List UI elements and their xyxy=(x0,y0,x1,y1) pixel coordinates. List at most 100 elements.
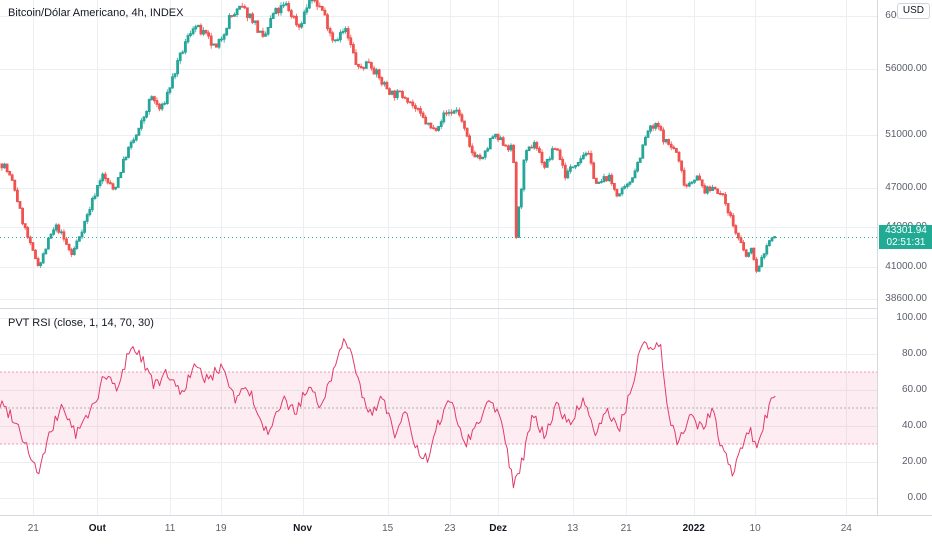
candle-body xyxy=(315,0,319,7)
candle-body xyxy=(576,162,580,166)
candle-body xyxy=(522,159,526,190)
candle-body xyxy=(721,193,725,196)
rsi-indicator-legend[interactable]: PVT RSI (close, 1, 14, 70, 30) xyxy=(8,317,154,329)
candle-body xyxy=(569,166,572,172)
candle-body xyxy=(501,137,505,146)
usd-currency-button[interactable]: USD xyxy=(896,3,930,19)
candle-body xyxy=(313,0,317,2)
candle-body xyxy=(662,129,665,143)
candle-body xyxy=(687,182,691,187)
candle-body xyxy=(171,76,174,89)
candle-body xyxy=(186,35,190,43)
time-axis-label: Nov xyxy=(293,523,313,534)
candle-body xyxy=(716,188,720,194)
candle-body xyxy=(256,20,260,33)
candle-body xyxy=(220,38,223,41)
time-axis-label: 21 xyxy=(27,523,39,534)
candle-body xyxy=(349,37,353,46)
candle-body xyxy=(336,39,340,42)
candle-body xyxy=(512,144,516,164)
candle-body xyxy=(261,30,265,37)
candle-body xyxy=(488,138,492,150)
candle-body xyxy=(375,69,379,75)
candle-body xyxy=(408,101,412,104)
symbol-legend[interactable]: Bitcoin/Dólar Americano, 4h, INDEX xyxy=(8,7,184,19)
candle-body xyxy=(202,30,205,35)
price-axis-label: 47000.00 xyxy=(885,181,927,193)
candle-body xyxy=(757,265,761,272)
candle-body xyxy=(587,152,590,155)
rsi-line xyxy=(0,338,776,489)
candle-body xyxy=(491,136,495,140)
candle-body xyxy=(706,186,709,194)
candle-body xyxy=(300,23,304,28)
candle-body xyxy=(499,137,503,141)
candle-body xyxy=(289,10,293,17)
time-axis-label: 15 xyxy=(382,523,394,534)
time-axis-label: Out xyxy=(88,523,106,534)
candle-body xyxy=(478,154,482,160)
candle-body xyxy=(282,4,286,7)
time-axis-label: 23 xyxy=(444,523,456,534)
time-axis[interactable]: 21 Out 11 19 Nov 15 23 Dez 13 21 2022 10 24 xyxy=(0,515,932,550)
price-chart-canvas[interactable] xyxy=(0,0,877,308)
candle-body xyxy=(718,193,722,195)
candle-body xyxy=(558,149,562,160)
candle-body xyxy=(28,236,32,244)
candle-body xyxy=(137,127,141,136)
candle-body xyxy=(41,253,45,264)
time-axis-label: Dez xyxy=(489,523,508,534)
price-axis-label: 41000.00 xyxy=(885,261,927,273)
candle-body xyxy=(93,195,97,199)
candle-body xyxy=(507,145,510,151)
candle-body xyxy=(165,91,169,105)
candle-body xyxy=(457,109,461,116)
candle-body xyxy=(403,96,407,99)
candle-body xyxy=(677,151,681,162)
candle-body xyxy=(320,6,324,11)
candle-body xyxy=(698,175,702,181)
price-axis[interactable]: USD 43301.94 02:51:31 60000.0056000.0051… xyxy=(877,0,932,515)
rsi-axis-label: 60.00 xyxy=(901,384,927,395)
candle-body xyxy=(574,165,578,168)
candle-body xyxy=(641,144,645,159)
candle-body xyxy=(176,60,179,75)
candle-body xyxy=(70,249,74,255)
candle-body xyxy=(279,5,283,14)
candle-body xyxy=(230,15,234,17)
candle-body xyxy=(540,151,544,164)
candle-body xyxy=(145,111,148,118)
candle-body xyxy=(762,253,766,258)
candle-body xyxy=(98,180,102,187)
candle-body xyxy=(212,43,216,46)
candle-body xyxy=(700,179,704,187)
candle-body xyxy=(672,146,676,150)
time-axis-label: 13 xyxy=(567,523,579,534)
candle-body xyxy=(473,152,477,158)
candle-body xyxy=(744,249,748,257)
candle-body xyxy=(238,5,241,10)
candle-body xyxy=(34,249,37,260)
candle-body xyxy=(592,162,596,179)
candle-body xyxy=(519,188,523,208)
candle-body xyxy=(535,142,539,149)
candle-body xyxy=(10,174,14,181)
candle-body xyxy=(227,15,231,29)
candle-body xyxy=(0,163,4,169)
candle-body xyxy=(132,139,136,143)
candle-body xyxy=(258,30,262,33)
candle-body xyxy=(623,186,627,189)
candle-body xyxy=(3,163,6,169)
rsi-axis-label: 40.00 xyxy=(901,420,927,431)
candle-body xyxy=(277,7,280,14)
candle-body xyxy=(367,61,371,64)
pane-separator[interactable] xyxy=(0,308,932,309)
candle-body xyxy=(292,15,296,18)
candle-body xyxy=(747,252,751,257)
candle-body xyxy=(207,32,210,37)
candle-body xyxy=(421,112,425,118)
rsi-axis-label: 80.00 xyxy=(901,348,927,359)
candle-body xyxy=(370,62,373,69)
candle-body xyxy=(251,13,254,23)
rsi-indicator-canvas[interactable] xyxy=(0,308,877,515)
